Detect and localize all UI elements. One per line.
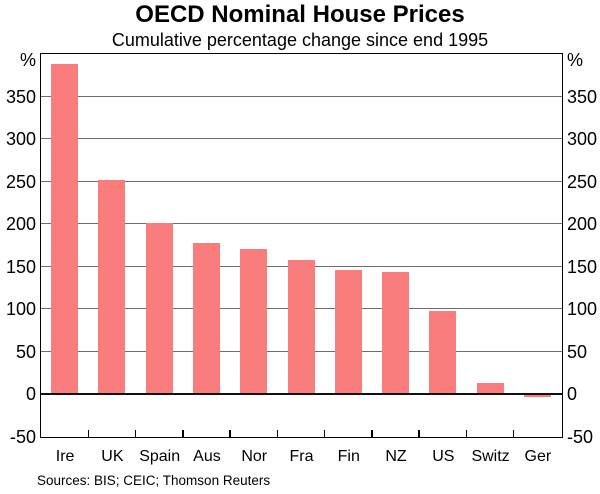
bar-NZ [382,272,410,394]
y-axis-label-right-100: 100 [567,299,598,320]
bar-Fin [334,270,362,394]
y-axis-unit-right: % [567,50,584,70]
x-axis-label-Ger: Ger [524,448,552,465]
grid-line-300 [41,138,562,140]
y-axis-label-left-250: 250 [5,171,36,192]
grid-line-200 [41,223,562,225]
x-axis-label-Fra: Fra [289,448,314,465]
x-axis-tick [371,430,373,437]
y-axis-label-right--50: -50 [567,426,594,447]
y-axis-label-right-150: 150 [567,256,598,277]
x-axis-tick [323,430,326,437]
y-axis-label-left-200: 200 [5,214,36,235]
x-axis-tick [182,430,184,437]
y-axis-label-left-50: 50 [15,341,36,362]
y-axis-label-left-300: 300 [5,129,36,150]
x-axis-label-NZ: NZ [385,448,407,465]
zero-baseline [41,392,562,395]
x-axis-tick [229,430,231,437]
bar-Ger [523,393,551,397]
bar-US [429,311,457,394]
bar-Ire [51,64,79,394]
y-axis-label-left-100: 100 [5,299,36,320]
y-axis-label-left--50: -50 [9,426,36,447]
x-axis-label-Nor: Nor [241,448,268,465]
y-axis-label-left-350: 350 [5,86,36,107]
y-axis-label-right-0: 0 [567,384,578,405]
x-axis-label-US: US [432,448,455,465]
bar-Switz [476,382,504,394]
y-axis-label-right-350: 350 [567,86,598,107]
bar-Fra [287,260,315,394]
bar-UK [98,179,126,394]
x-axis-tick [276,430,279,437]
x-axis-label-Switz: Switz [471,448,510,465]
grid-line-250 [41,180,562,182]
x-axis-tick [512,430,515,437]
x-axis-label-Aus: Aus [193,448,221,465]
y-axis-label-right-200: 200 [567,214,598,235]
x-axis-label-Spain: Spain [139,448,181,465]
chart-subtitle: Cumulative percentage change since end 1… [111,30,489,50]
x-axis-tick [465,430,468,437]
y-axis-unit-left: % [19,50,36,70]
x-axis-label-Fin: Fin [337,448,360,465]
y-axis-label-left-150: 150 [5,256,36,277]
x-axis-tick [418,430,420,437]
bar-Nor [240,249,268,394]
bar-Spain [145,222,173,394]
y-axis-label-right-50: 50 [567,341,588,362]
x-axis-tick [87,430,90,437]
chart-title: OECD Nominal House Prices [135,1,465,28]
sources-note: Sources: BIS; CEIC; Thomson Reuters [37,473,271,488]
x-axis-label-Ire: Ire [55,448,75,465]
grid-line-350 [41,95,562,97]
y-axis-label-left-0: 0 [25,384,36,405]
x-axis-tick [134,430,137,437]
x-axis-label-UK: UK [101,448,124,465]
plot-area [40,53,563,438]
bar-Aus [192,243,220,394]
y-axis-label-right-250: 250 [567,171,598,192]
y-axis-label-right-300: 300 [567,129,598,150]
